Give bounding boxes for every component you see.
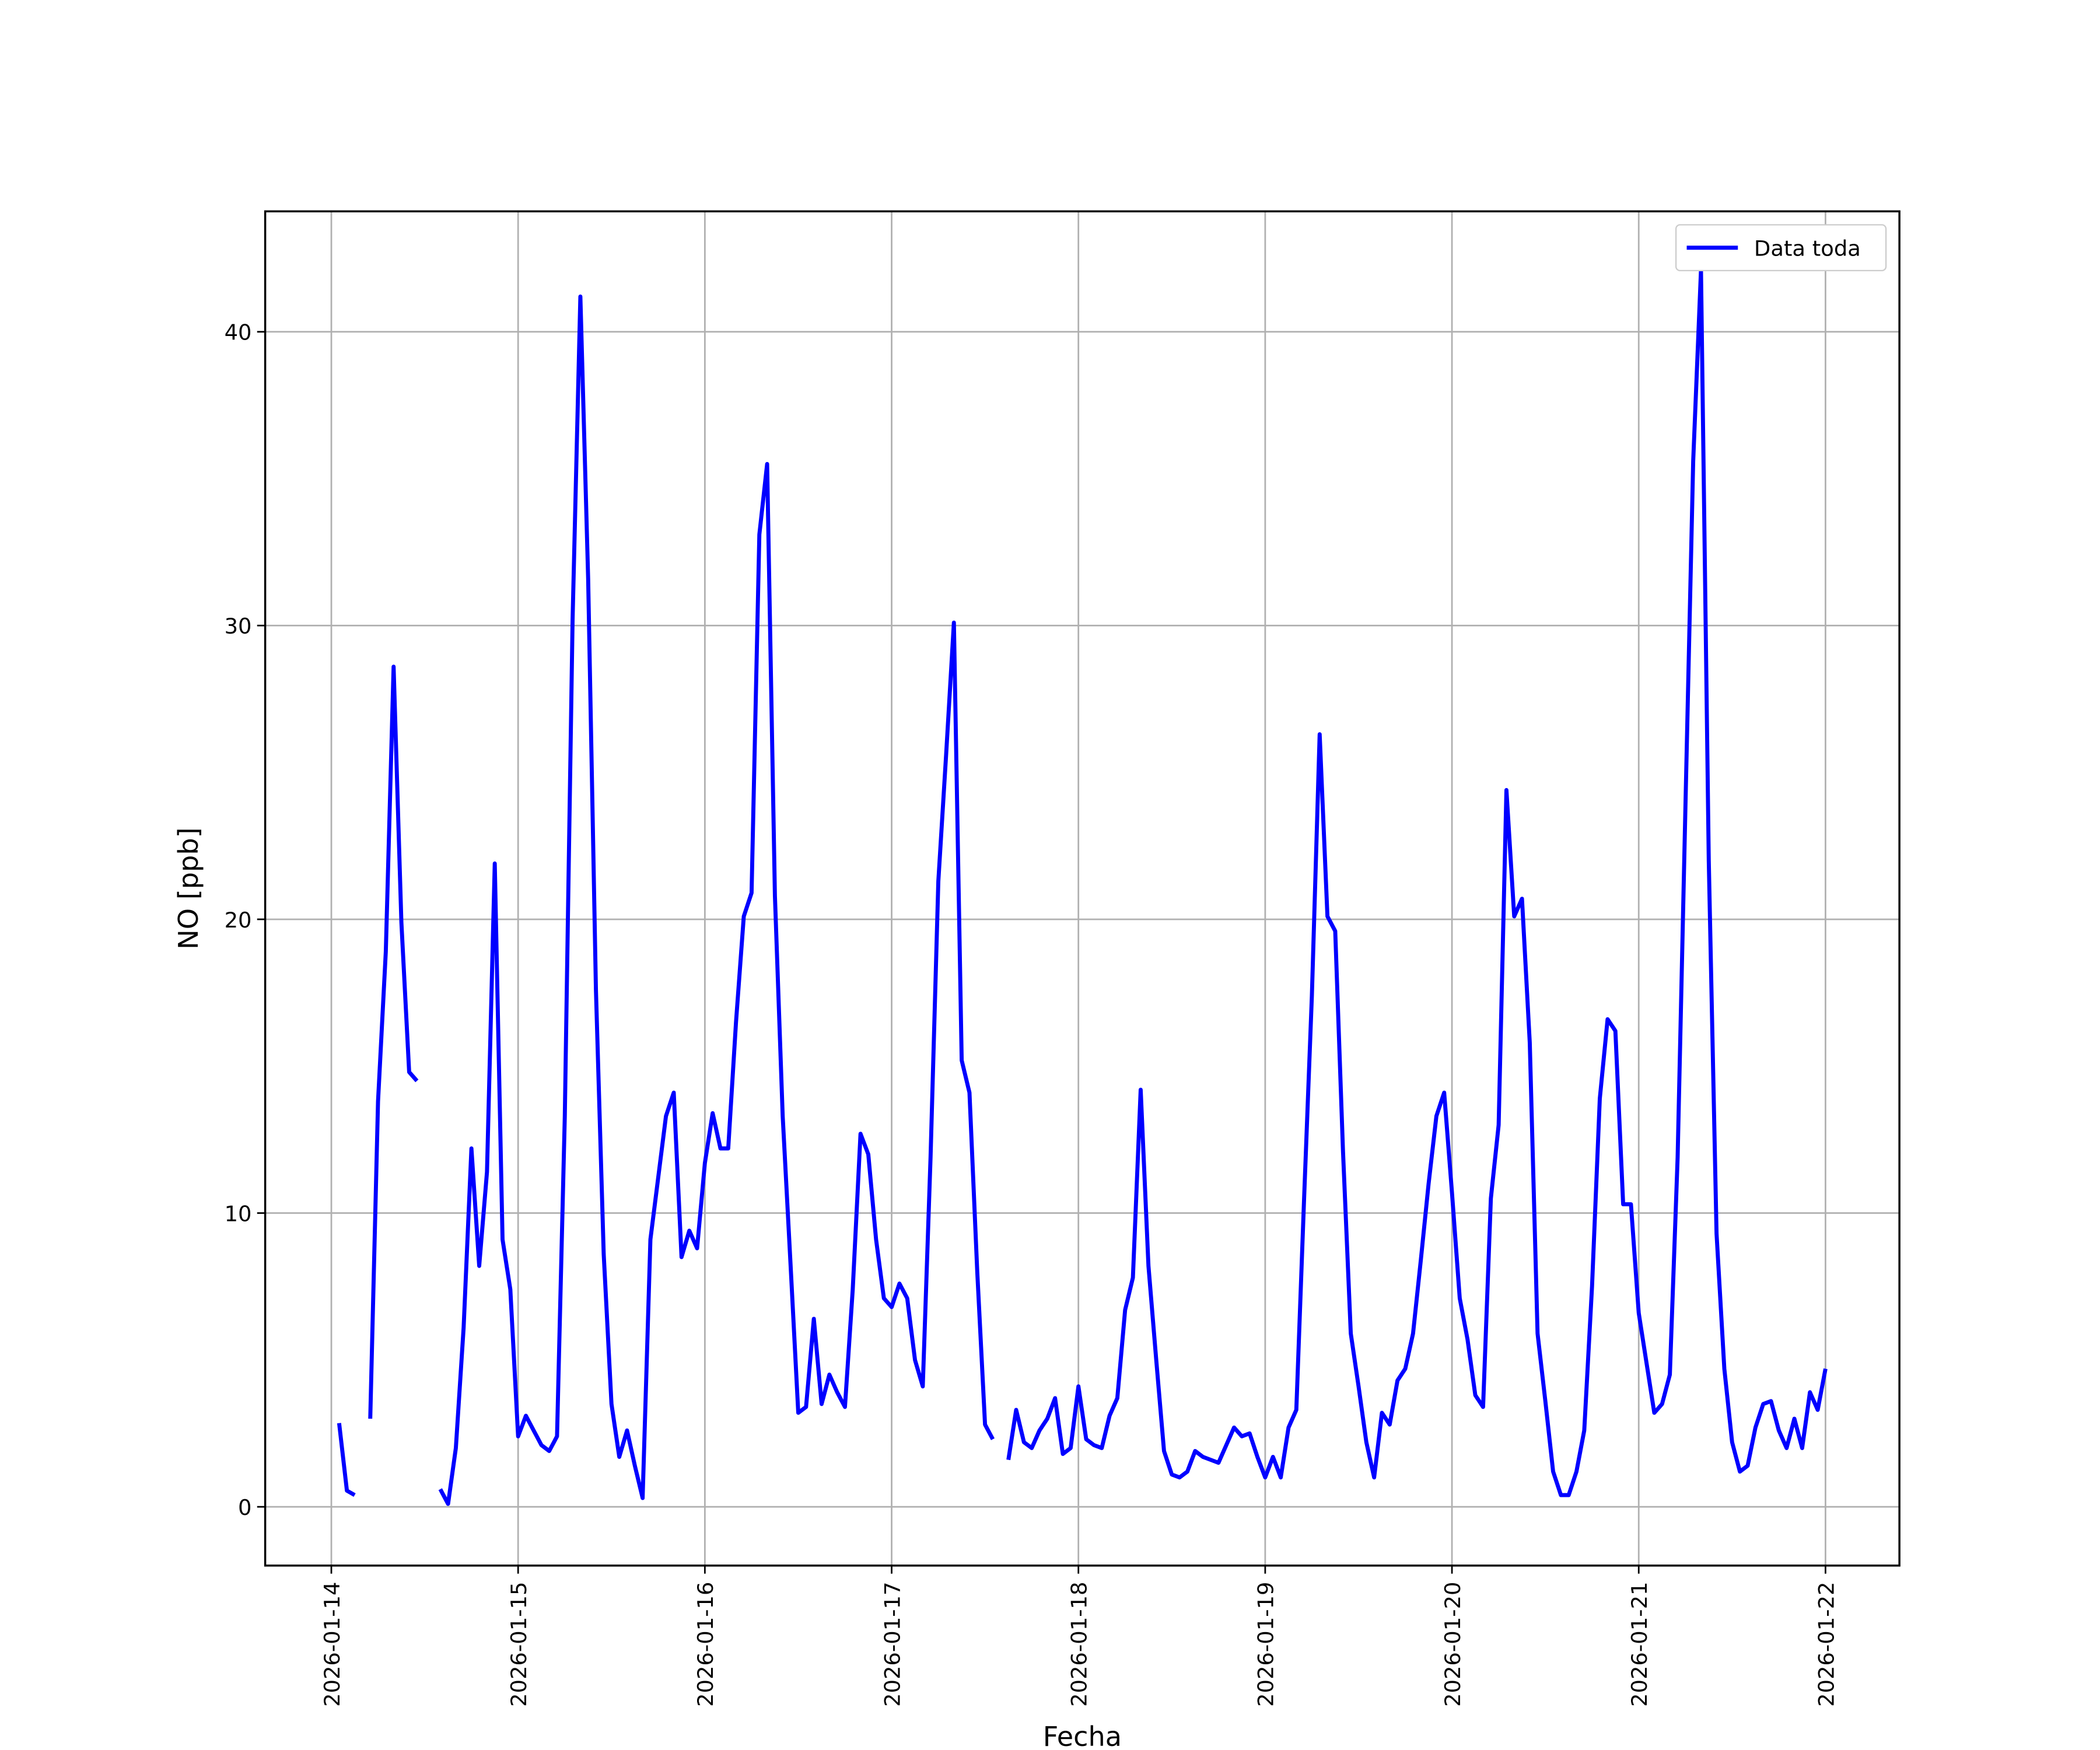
y-axis-label: NO [ppb] [173, 827, 204, 949]
legend-box [1675, 224, 1887, 271]
y-tick-label: 20 [225, 908, 252, 933]
x-axis-label: Fecha [1043, 1721, 1122, 1750]
x-tick-label: 2026-01-20 [1440, 1582, 1465, 1707]
x-tick-label: 2026-01-19 [1254, 1582, 1279, 1707]
x-tick-label: 2026-01-18 [1067, 1582, 1092, 1707]
y-tick-label: 30 [225, 614, 252, 639]
legend-label: Data toda [1754, 236, 1861, 261]
y-tick-label: 10 [225, 1201, 252, 1226]
x-tick-label: 2026-01-16 [693, 1582, 718, 1707]
x-tick-label: 2026-01-22 [1814, 1582, 1839, 1707]
x-tick-label: 2026-01-17 [880, 1582, 905, 1707]
y-tick-label: 40 [225, 320, 252, 345]
x-tick-label: 2026-01-14 [320, 1582, 345, 1707]
x-tick-label: 2026-01-15 [506, 1582, 531, 1707]
data-line [337, 268, 1828, 1506]
x-tick-label: 2026-01-21 [1627, 1582, 1652, 1707]
plot-frame [264, 210, 1901, 1567]
y-tick-label: 0 [238, 1495, 251, 1520]
